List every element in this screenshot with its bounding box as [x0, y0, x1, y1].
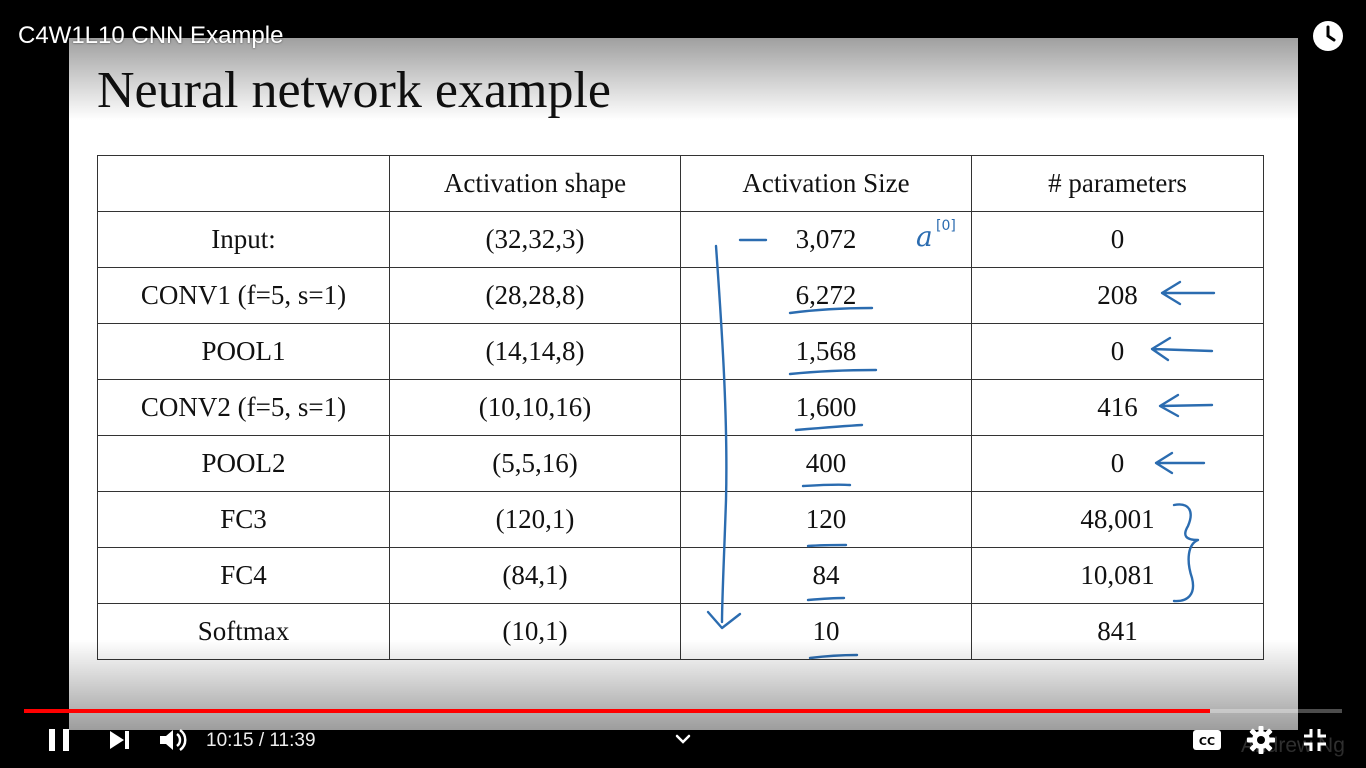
activation-shape: (28,28,8) — [389, 267, 681, 324]
parameter-count: 208 — [971, 267, 1264, 324]
activation-size: 400 — [680, 435, 972, 492]
header-activation-size: Activation Size — [680, 155, 972, 212]
activation-shape: (10,10,16) — [389, 379, 681, 436]
parameter-count: 0 — [971, 211, 1264, 268]
table-row: Softmax (10,1) 10 841 — [97, 603, 1264, 660]
layer-name: CONV1 (f=5, s=1) — [97, 267, 390, 324]
activation-size: 1,600 — [680, 379, 972, 436]
clock-icon — [1313, 21, 1343, 51]
watch-later-button[interactable] — [1312, 20, 1344, 52]
header-layer — [97, 155, 390, 212]
parameter-count: 416 — [971, 379, 1264, 436]
table-row: FC4 (84,1) 84 10,081 — [97, 547, 1264, 604]
network-table: Activation shape Activation Size # param… — [97, 155, 1264, 660]
layer-name: Input: — [97, 211, 390, 268]
current-time: 10:15 — [206, 730, 254, 751]
parameter-count: 0 — [971, 323, 1264, 380]
parameter-count: 48,001 — [971, 491, 1264, 548]
volume-icon — [160, 728, 187, 752]
exit-fullscreen-button[interactable] — [1295, 720, 1335, 760]
activation-size: 84 — [680, 547, 972, 604]
parameter-count: 10,081 — [971, 547, 1264, 604]
volume-button[interactable] — [152, 720, 192, 760]
settings-button[interactable] — [1241, 720, 1281, 760]
activation-size: 120 — [680, 491, 972, 548]
next-button[interactable] — [99, 720, 139, 760]
svg-text:CC: CC — [1199, 735, 1215, 748]
lecture-slide: Neural network example Activation shape … — [69, 38, 1345, 757]
activation-shape: (14,14,8) — [389, 323, 681, 380]
captions-button[interactable]: CC — [1187, 720, 1227, 760]
activation-shape: (10,1) — [389, 603, 681, 660]
chevron-down-icon — [675, 734, 691, 744]
activation-size: 3,072 — [680, 211, 972, 268]
gear-icon — [1247, 726, 1275, 754]
chapters-toggle[interactable] — [664, 720, 702, 758]
layer-name: POOL1 — [97, 323, 390, 380]
table-row: CONV1 (f=5, s=1) (28,28,8) 6,272 208 — [97, 267, 1264, 324]
time-display: 10:15 / 11:39 — [206, 730, 316, 752]
activation-shape: (84,1) — [389, 547, 681, 604]
activation-shape: (120,1) — [389, 491, 681, 548]
parameter-count: 0 — [971, 435, 1264, 492]
cc-icon: CC — [1193, 730, 1221, 750]
layer-name: POOL2 — [97, 435, 390, 492]
next-icon — [110, 731, 129, 749]
slide-title: Neural network example — [97, 62, 612, 119]
activation-shape: (5,5,16) — [389, 435, 681, 492]
layer-name: FC3 — [97, 491, 390, 548]
video-title[interactable]: C4W1L10 CNN Example — [18, 22, 284, 49]
activation-size: 1,568 — [680, 323, 972, 380]
total-time: 11:39 — [269, 730, 316, 751]
exit-fullscreen-icon — [1304, 729, 1326, 751]
parameter-count: 841 — [971, 603, 1264, 660]
layer-name: CONV2 (f=5, s=1) — [97, 379, 390, 436]
activation-size: 6,272 — [680, 267, 972, 324]
activation-shape: (32,32,3) — [389, 211, 681, 268]
table-row: FC3 (120,1) 120 48,001 — [97, 491, 1264, 548]
header-parameters: # parameters — [971, 155, 1264, 212]
time-separator: / — [253, 730, 270, 751]
table-row: CONV2 (f=5, s=1) (10,10,16) 1,600 416 — [97, 379, 1264, 436]
table-row: Input: (32,32,3) 3,072 0 — [97, 211, 1264, 268]
table-row: POOL1 (14,14,8) 1,568 0 — [97, 323, 1264, 380]
pause-icon — [49, 729, 69, 751]
pause-button[interactable] — [39, 720, 79, 760]
table-row: POOL2 (5,5,16) 400 0 — [97, 435, 1264, 492]
table-header-row: Activation shape Activation Size # param… — [97, 155, 1264, 212]
layer-name: FC4 — [97, 547, 390, 604]
progress-bar[interactable] — [24, 709, 1342, 713]
activation-size: 10 — [680, 603, 972, 660]
layer-name: Softmax — [97, 603, 390, 660]
progress-played — [24, 709, 1211, 713]
header-activation-shape: Activation shape — [389, 155, 681, 212]
